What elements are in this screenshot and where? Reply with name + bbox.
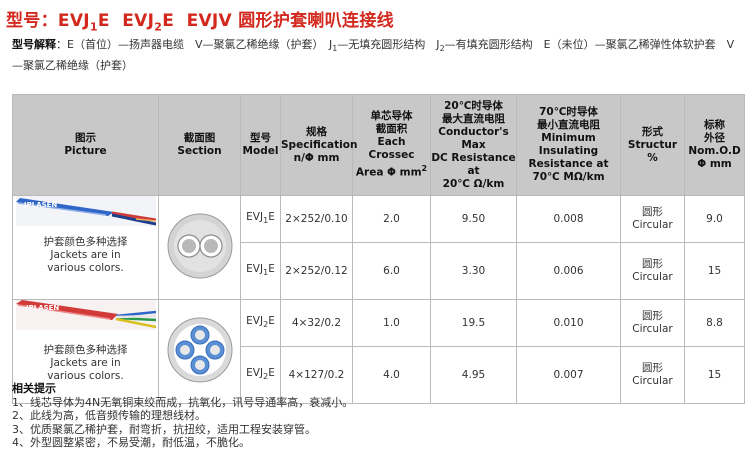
cell-spec: 2×252/0.10 (280, 195, 353, 243)
picture-caption-cn: 护套颜色多种选择 (43, 236, 128, 248)
red-cable-image: JPLASEN (15, 300, 156, 330)
section-cell-2core (158, 195, 241, 300)
brand-text-blue: JPLASEN (23, 201, 57, 209)
related-notes: 相关提示 1、线芯导体为4N无氧铜束绞而成，抗氧化，讯号导通率高，衰减小。 2、… (12, 382, 744, 450)
header-spec: 规格 Specification n/Φ mm (280, 94, 357, 196)
cell-od: 15 (684, 242, 745, 300)
header-od: 标称 外径 Nom.O.D Φ mm (684, 94, 745, 196)
cell-model: EVJ2E (240, 346, 281, 404)
cell-resistance: 9.50 (430, 195, 517, 243)
cross-section-4core-image (167, 317, 232, 382)
cell-insulation: 0.006 (516, 242, 621, 300)
page-title: 型号：EVJ1E EVJ2E EVJV 圆形护套喇叭连接线 (6, 11, 394, 34)
model-explanation: 型号解释：E（首位）—扬声器电缆 V—聚氯乙稀绝缘（护套） J1—无填充圆形结构… (12, 38, 735, 73)
note-item: 4、外型圆整紧密，不易受潮，耐低温，不脆化。 (12, 436, 250, 449)
table-row: JPLASEN 护套颜色多种选择 Jackets are in various … (12, 299, 745, 404)
cell-spec: 2×252/0.12 (280, 242, 353, 300)
cell-model: EVJ1E (240, 195, 281, 243)
cell-area: 4.0 (352, 346, 431, 404)
picture-caption-en2: various colors. (47, 370, 124, 382)
cell-insulation: 0.008 (516, 195, 621, 243)
cell-structure: 圆形 Circular (620, 242, 685, 300)
cell-area: 6.0 (352, 242, 431, 300)
table-header-row: 图示 Picture 截面图 Section 型号 Model 规格 Specifica… (12, 94, 745, 196)
cell-spec: 4×32/0.2 (280, 299, 353, 347)
picture-caption-cn: 护套颜色多种选择 (43, 344, 128, 356)
picture-cell-red: JPLASEN 护套颜色多种选择 Jackets are in various … (12, 299, 159, 404)
section-cell-4core (158, 299, 241, 404)
header-insulation: 70℃时导体 最小直流电阻 Minimum Insulating Resistance … (516, 94, 621, 196)
notes-title: 相关提示 (12, 382, 56, 395)
cell-resistance: 3.30 (430, 242, 517, 300)
cell-area: 1.0 (352, 299, 431, 347)
cell-resistance: 4.95 (430, 346, 517, 404)
cell-structure: 圆形 Circular (620, 299, 685, 347)
explanation-label: 型号解释 (12, 38, 56, 51)
note-item: 2、此线为高，低音频传输的理想线材。 (12, 409, 206, 422)
cell-area: 2.0 (352, 195, 431, 243)
cell-resistance: 19.5 (430, 299, 517, 347)
table-row: EVJ2E 4×127/0.2 4.0 4.95 0.007 圆形 Circula… (13, 346, 745, 404)
header-section: 截面图 Section (158, 94, 241, 196)
blue-cable-image: JPLASEN (15, 196, 156, 226)
header-structure: 形式 Structur % (620, 94, 685, 196)
picture-caption-en1: Jackets are in (50, 357, 121, 369)
picture-cell-blue: JPLASEN 护套颜色多种选择 Jackets are in various … (12, 195, 159, 300)
brand-text-red: JPLASEN (25, 304, 59, 312)
header-picture: 图示 Picture (12, 94, 159, 196)
header-model: 型号 Model (240, 94, 281, 196)
cell-insulation: 0.010 (516, 299, 621, 347)
table-row: JPLASEN 护套颜色多种选择 Jackets are in various … (12, 195, 745, 300)
note-item: 1、线芯导体为4N无氧铜束绞而成，抗氧化，讯号导通率高，衰减小。 (12, 395, 354, 409)
note-item: 3、优质聚氯乙稀护套，耐弯折，抗扭绞，适用工程安装穿管。 (12, 422, 316, 436)
picture-caption-en1: Jackets are in (50, 249, 121, 261)
cell-model: EVJ2E (240, 299, 281, 347)
table-row: EVJ1E 2×252/0.12 6.0 3.30 0.006 圆形 Circul… (13, 242, 745, 300)
header-area: 单芯导体 截面积 Each Crossec Area Φ mm2 (352, 94, 431, 196)
picture-caption-en2: various colors. (47, 262, 124, 274)
spec-table: 图示 Picture 截面图 Section 型号 Model 规格 Specifica… (12, 94, 745, 404)
cell-od: 15 (684, 346, 745, 404)
header-resistance: 20℃时导体 最大直流电阻 Conductor's Max DC Resistance a… (430, 94, 517, 196)
cell-od: 8.8 (684, 299, 745, 347)
cell-spec: 4×127/0.2 (280, 346, 353, 404)
cell-structure: 圆形 Circular (620, 195, 685, 243)
cross-section-2core-image (167, 213, 232, 278)
cell-od: 9.0 (684, 195, 745, 243)
cell-model: EVJ1E (240, 242, 281, 300)
